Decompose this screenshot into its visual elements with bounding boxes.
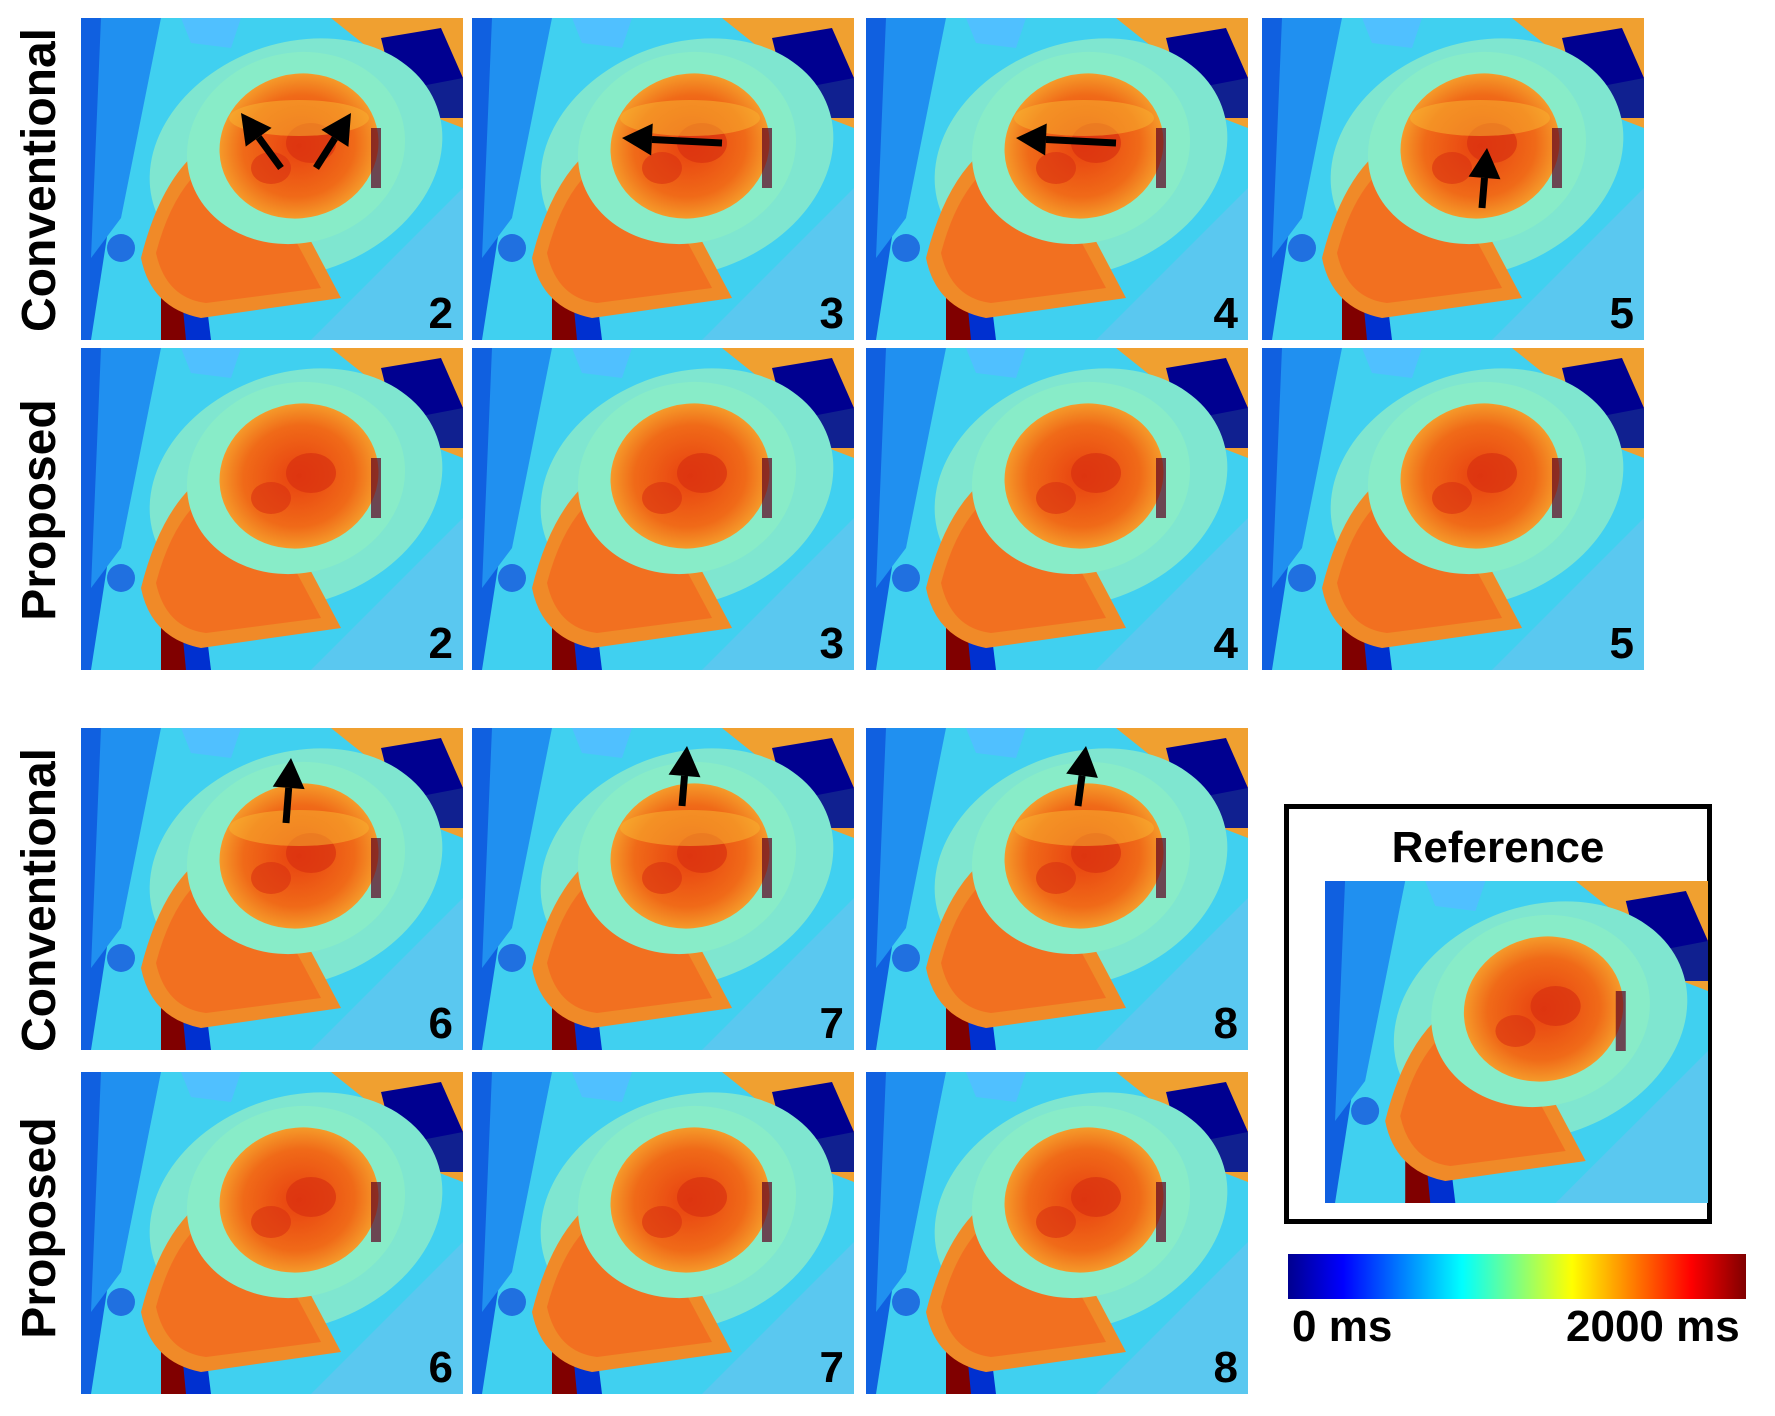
t1-map-panel: 2 [81, 18, 463, 340]
arrow-icon [622, 123, 723, 156]
t1-map-image [81, 1072, 463, 1394]
t1-map-image [866, 348, 1248, 670]
t1-map-panel: 2 [81, 348, 463, 670]
panel-number: 6 [428, 999, 453, 1048]
panel-number: 7 [819, 999, 844, 1048]
arrow-icon [272, 758, 305, 824]
t1-map-panel: 4 [866, 18, 1248, 340]
t1-map-panel: 6 [81, 728, 463, 1050]
t1-map-image [1262, 348, 1644, 670]
t1-map-panel: 8 [866, 1072, 1248, 1394]
panel-number: 6 [428, 1343, 453, 1392]
arrow-icon [241, 113, 284, 171]
t1-map-image [472, 728, 854, 1050]
panel-number: 4 [1213, 619, 1238, 668]
t1-map-panel: 4 [866, 348, 1248, 670]
t1-map-image [472, 18, 854, 340]
panel-number: 5 [1609, 619, 1634, 668]
t1-map-panel: 7 [472, 728, 854, 1050]
arrow-icon [1468, 148, 1501, 209]
arrow-icon [1016, 123, 1117, 156]
t1-map-panel: 3 [472, 18, 854, 340]
arrow-icon [1066, 746, 1098, 807]
reference-title: Reference [1391, 823, 1605, 872]
panel-number: 8 [1213, 1343, 1238, 1392]
panel-number: 7 [819, 1343, 844, 1392]
t1-map-image [81, 348, 463, 670]
panel-number: 5 [1609, 289, 1634, 338]
reference-box: Reference [1284, 804, 1712, 1224]
colorbar-min-label: 0 ms [1292, 1302, 1393, 1351]
panel-number: 2 [428, 289, 453, 338]
t1-map-image [472, 1072, 854, 1394]
t1-map-panel: 5 [1262, 18, 1644, 340]
panel-number: 3 [819, 289, 844, 338]
arrow-icon [668, 746, 701, 807]
t1-map-panel: 5 [1262, 348, 1644, 670]
colorbar [1288, 1254, 1746, 1299]
t1-map-image [472, 348, 854, 670]
t1-map-image [81, 18, 463, 340]
arrow-icon [313, 113, 351, 170]
t1-map-panel: 7 [472, 1072, 854, 1394]
t1-map-image [866, 1072, 1248, 1394]
row-label-proposed: Proposed [13, 399, 66, 621]
t1-map-image [1262, 18, 1644, 340]
colorbar-max-label: 2000 ms [1566, 1302, 1740, 1351]
t1-map-panel: 8 [866, 728, 1248, 1050]
row-label-conventional: Conventional [13, 748, 66, 1053]
row-label-proposed: Proposed [13, 1117, 66, 1339]
t1-map-image [866, 728, 1248, 1050]
row-label-conventional: Conventional [13, 28, 66, 333]
t1-map-image [866, 18, 1248, 340]
panel-number: 4 [1213, 289, 1238, 338]
t1-map-panel: 6 [81, 1072, 463, 1394]
panel-number: 3 [819, 619, 844, 668]
t1-map-image [81, 728, 463, 1050]
panel-number: 2 [428, 619, 453, 668]
t1-map-image [1325, 881, 1708, 1203]
t1-map-panel: 3 [472, 348, 854, 670]
panel-number: 8 [1213, 999, 1238, 1048]
reference-t1-map [1325, 881, 1708, 1203]
